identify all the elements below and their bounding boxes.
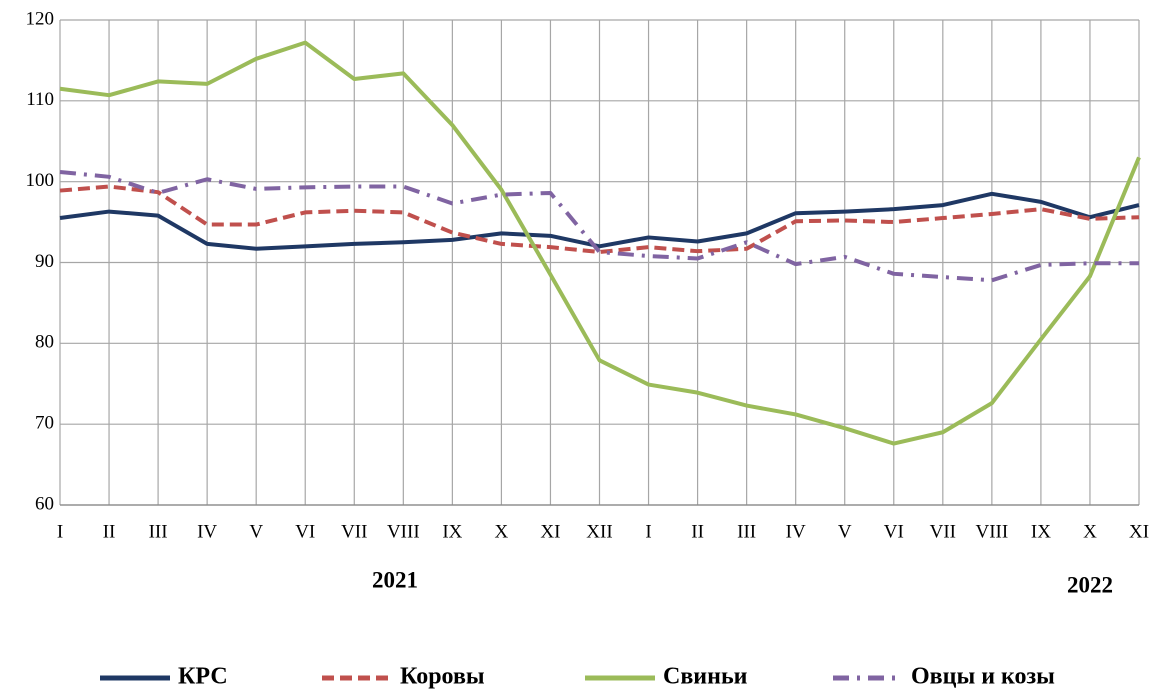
x-tick-label: IX: [442, 521, 462, 542]
x-tick-label: IV: [786, 521, 806, 542]
legend-label: КРС: [178, 664, 228, 690]
legend-label: Овцы и козы: [911, 664, 1055, 690]
x-tick-label: X: [495, 521, 509, 542]
y-tick-label: 120: [26, 8, 55, 29]
x-tick-label: VI: [295, 521, 315, 542]
x-tick-label: V: [249, 521, 263, 542]
y-tick-label: 70: [35, 413, 54, 434]
series-line: [59, 40, 1141, 446]
x-tick-label: VIII: [976, 521, 1009, 542]
legend-label: Свиньи: [663, 664, 748, 690]
x-tick-label: III: [149, 521, 168, 542]
y-tick-label: 60: [35, 493, 54, 514]
x-tick-label: II: [103, 521, 116, 542]
y-tick-label: 100: [26, 170, 55, 191]
year-label: 2021: [372, 567, 418, 592]
series-line: [59, 191, 1140, 251]
x-tick-label: VI: [884, 521, 904, 542]
y-tick-label: 90: [35, 251, 54, 272]
x-tick-label: XI: [1129, 521, 1149, 542]
y-tick-label: 110: [26, 89, 54, 110]
x-tick-label: I: [57, 521, 63, 542]
x-tick-label: XI: [540, 521, 560, 542]
legend-label: Коровы: [400, 664, 485, 690]
x-tick-label: IV: [197, 521, 217, 542]
x-tick-label: VII: [341, 521, 367, 542]
x-tick-label: I: [645, 521, 651, 542]
y-tick-label: 80: [35, 332, 54, 353]
x-tick-label: III: [737, 521, 756, 542]
year-label: 2022: [1067, 572, 1113, 597]
x-tick-label: IX: [1031, 521, 1051, 542]
x-tick-label: II: [691, 521, 704, 542]
series-line: [59, 169, 1139, 283]
x-tick-label: VII: [930, 521, 956, 542]
x-tick-label: X: [1083, 521, 1097, 542]
series-line: [59, 184, 1140, 254]
x-tick-label: VIII: [387, 521, 420, 542]
x-tick-label: XII: [586, 521, 612, 542]
x-tick-label: V: [838, 521, 852, 542]
